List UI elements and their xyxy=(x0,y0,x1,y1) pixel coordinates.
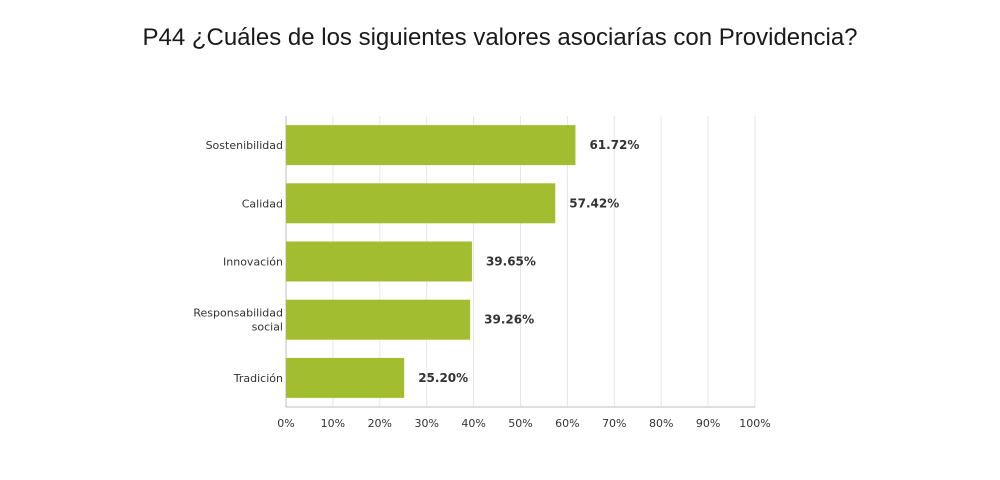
category-label: Responsabilidad social xyxy=(193,307,283,334)
x-tick-label: 10% xyxy=(321,417,345,430)
category-label-line: Calidad xyxy=(242,197,283,210)
category-label: Calidad xyxy=(242,197,283,210)
data-label: 61.72% xyxy=(589,138,639,152)
x-tick-label: 70% xyxy=(602,417,626,430)
x-tick-label: 100% xyxy=(739,417,770,430)
bar xyxy=(286,241,472,282)
bar xyxy=(286,125,576,166)
category-label: Sostenibilidad xyxy=(206,139,283,152)
category-label: Tradición xyxy=(233,372,283,385)
x-tick-label: 40% xyxy=(461,417,485,430)
bar xyxy=(286,357,405,398)
category-label-line: Innovación xyxy=(223,256,283,269)
chart-title: P44 ¿Cuáles de los siguientes valores as… xyxy=(142,24,858,51)
data-label: 57.42% xyxy=(569,196,619,210)
bar xyxy=(286,299,471,340)
bar xyxy=(286,183,556,224)
x-tick-label: 30% xyxy=(414,417,438,430)
x-tick-label: 0% xyxy=(277,417,294,430)
x-tick-label: 20% xyxy=(368,417,392,430)
x-tick-label: 90% xyxy=(696,417,720,430)
category-label-line: Tradición xyxy=(233,372,283,385)
x-tick-label: 50% xyxy=(508,417,532,430)
category-label-line: Responsabilidad xyxy=(193,307,283,320)
x-tick-label: 60% xyxy=(555,417,579,430)
category-label: Innovación xyxy=(223,256,283,269)
category-label-line: social xyxy=(252,321,283,334)
category-label-line: Sostenibilidad xyxy=(206,139,283,152)
x-tick-label: 80% xyxy=(649,417,673,430)
data-label: 39.26% xyxy=(484,313,534,327)
data-label: 39.65% xyxy=(486,255,536,269)
data-label: 25.20% xyxy=(418,371,468,385)
